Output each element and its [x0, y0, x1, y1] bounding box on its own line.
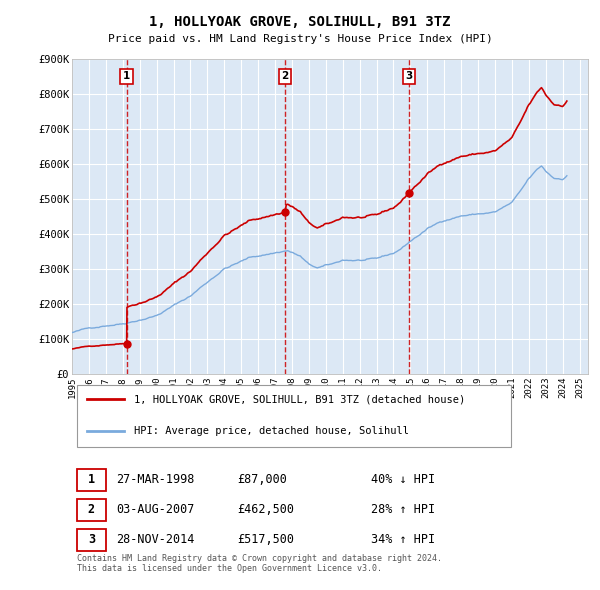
Text: Price paid vs. HM Land Registry's House Price Index (HPI): Price paid vs. HM Land Registry's House … — [107, 34, 493, 44]
FancyBboxPatch shape — [77, 385, 511, 447]
Text: 1: 1 — [123, 71, 130, 81]
Text: £517,500: £517,500 — [237, 533, 294, 546]
Text: 27-MAR-1998: 27-MAR-1998 — [116, 473, 194, 486]
FancyBboxPatch shape — [77, 469, 106, 491]
Text: 34% ↑ HPI: 34% ↑ HPI — [371, 533, 436, 546]
Text: £87,000: £87,000 — [237, 473, 287, 486]
Text: 1: 1 — [88, 473, 95, 486]
Text: 2: 2 — [281, 71, 289, 81]
Text: 1, HOLLYOAK GROVE, SOLIHULL, B91 3TZ (detached house): 1, HOLLYOAK GROVE, SOLIHULL, B91 3TZ (de… — [134, 394, 465, 404]
Text: £462,500: £462,500 — [237, 503, 294, 516]
Text: 28-NOV-2014: 28-NOV-2014 — [116, 533, 194, 546]
FancyBboxPatch shape — [77, 499, 106, 520]
Text: Contains HM Land Registry data © Crown copyright and database right 2024.
This d: Contains HM Land Registry data © Crown c… — [77, 554, 442, 573]
Text: 03-AUG-2007: 03-AUG-2007 — [116, 503, 194, 516]
Text: 3: 3 — [405, 71, 412, 81]
Text: 2: 2 — [88, 503, 95, 516]
Text: 28% ↑ HPI: 28% ↑ HPI — [371, 503, 436, 516]
Text: 3: 3 — [88, 533, 95, 546]
FancyBboxPatch shape — [77, 529, 106, 550]
Text: 40% ↓ HPI: 40% ↓ HPI — [371, 473, 436, 486]
Text: 1, HOLLYOAK GROVE, SOLIHULL, B91 3TZ: 1, HOLLYOAK GROVE, SOLIHULL, B91 3TZ — [149, 15, 451, 29]
Text: HPI: Average price, detached house, Solihull: HPI: Average price, detached house, Soli… — [134, 426, 409, 436]
